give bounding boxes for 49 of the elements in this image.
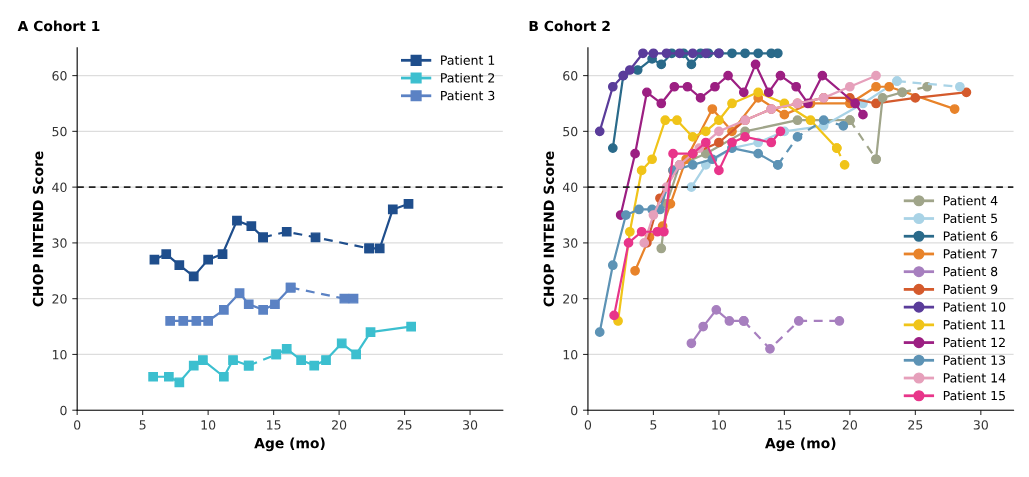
y-tick-label: 0 [60,405,67,416]
x-tick-label: 20 [842,420,857,430]
legend-label: Patient 15 [943,390,1005,401]
legend-label: Patient 7 [943,248,998,259]
y-tick-label: 50 [52,126,67,137]
chart-title: B Cohort 2 [529,20,610,32]
legend-label: Patient 9 [943,284,998,294]
legend-label: Patient 6 [943,231,998,241]
y-tick-label: 50 [563,126,578,137]
x-tick-label: 10 [712,420,727,430]
y-tick-label: 60 [563,71,578,81]
y-tick-label: 30 [563,238,578,248]
x-tick-label: 5 [650,420,657,430]
x-tick-label: 25 [908,420,923,430]
legend-label: Patient 4 [943,195,998,206]
y-tick-label: 0 [571,405,578,416]
legend-label: Patient 1 [441,55,495,65]
legend-label: Patient 3 [441,90,495,101]
y-tick-label: 40 [562,182,578,193]
x-tick-label: 15 [267,420,281,430]
y-tick-label: 20 [52,294,67,304]
legend-label: Patient 8 [943,266,998,277]
legend-label: Patient 13 [943,355,1006,365]
x-tick-label: 0 [584,420,592,430]
x-axis-title: Age (mo) [764,437,836,452]
x-tick-label: 30 [463,420,478,430]
y-tick-label: 10 [563,349,578,360]
y-tick-label: 40 [52,182,67,193]
y-tick-label: 10 [52,349,67,360]
x-tick-label: 10 [201,420,216,430]
legend-label: Patient 14 [943,372,1006,383]
legend-label: Patient 12 [943,337,1005,348]
x-tick-label: 0 [74,420,81,430]
legend-label: Patient 5 [943,213,998,224]
x-axis-title: Age (mo) [254,437,325,452]
x-tick-label: 15 [777,420,792,430]
legend-label: Patient 11 [943,319,1005,330]
legend-label: Patient 2 [441,72,495,83]
y-tick-label: 30 [52,238,67,248]
legend-label: Patient 10 [943,302,1006,312]
x-tick-label: 5 [139,420,146,430]
x-tick-label: 30 [973,420,988,430]
y-tick-label: 60 [52,71,67,81]
y-tick-label: 20 [563,294,578,304]
y-axis-title: CHOP INTEND Score [32,151,44,307]
chart-title: A Cohort 1 [17,20,100,32]
x-tick-label: 25 [397,420,412,430]
y-axis-title: CHOP INTEND Score [543,151,555,307]
x-tick-label: 20 [332,420,347,430]
